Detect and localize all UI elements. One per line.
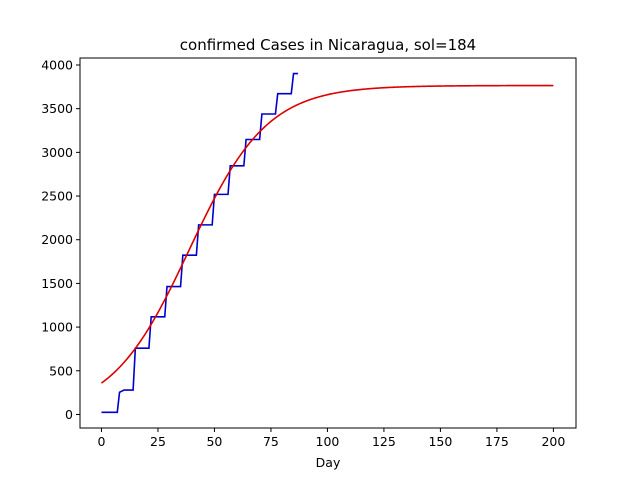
y-axis: 0 500 1000 1500 2000 2500 3000 3500 4000 (41, 57, 80, 422)
x-tick-label: 100 (316, 434, 340, 449)
series-line-observed (101, 72, 299, 414)
series-line-fitted (100, 84, 554, 384)
y-tick-label: 0 (65, 407, 73, 422)
y-tick-label: 500 (49, 363, 73, 378)
x-tick-label: 25 (150, 434, 166, 449)
x-tick-label: 175 (485, 434, 509, 449)
chart-title: confirmed Cases in Nicaragua, sol=184 (180, 36, 476, 54)
x-tick-label: 150 (428, 434, 452, 449)
y-tick-label: 3500 (41, 101, 73, 116)
x-axis-title: Day (316, 455, 341, 470)
x-tick-label: 125 (372, 434, 396, 449)
x-tick-label: 50 (206, 434, 222, 449)
plot-frame (79, 57, 577, 429)
y-tick-label: 1000 (41, 320, 73, 335)
x-tick-label: 0 (97, 434, 105, 449)
plot-area (100, 72, 554, 414)
y-tick-label: 2500 (41, 189, 73, 204)
x-tick-label: 75 (263, 434, 279, 449)
y-tick-label: 4000 (41, 57, 73, 72)
x-tick-label: 200 (541, 434, 565, 449)
y-tick-label: 2000 (41, 232, 73, 247)
x-axis: 0 25 50 75 100 125 150 175 200 (97, 428, 565, 449)
y-tick-label: 3000 (41, 145, 73, 160)
y-tick-label: 1500 (41, 276, 73, 291)
